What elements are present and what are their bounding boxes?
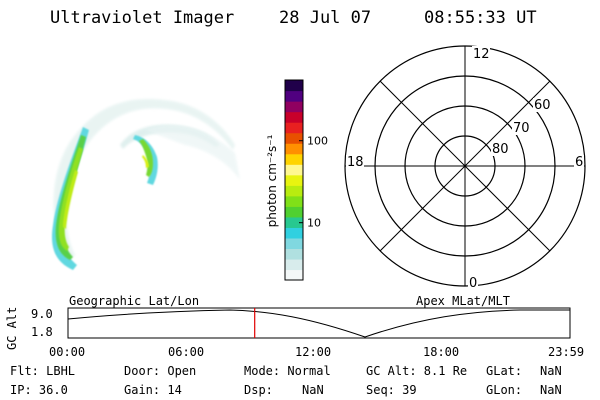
- colorbar: 100 10 photon cm⁻²s⁻¹: [265, 79, 328, 281]
- info-dsp-value: NaN: [302, 383, 324, 397]
- timeline-xtick-0: 00:00: [49, 345, 86, 359]
- instrument-title: Ultraviolet Imager: [50, 8, 235, 28]
- mlt-label-18: 18: [347, 155, 364, 170]
- mlt-label-6: 6: [575, 155, 583, 170]
- colorbar-segment: [285, 216, 303, 228]
- info-gc-alt: GC Alt: 8.1 Re: [366, 364, 468, 378]
- colorbar-segment: [285, 258, 303, 271]
- colorbar-unit-label: photon cm⁻²s⁻¹: [265, 134, 279, 227]
- polar-grid: 12 18 6 0 60 70 80: [344, 45, 586, 291]
- aurora-arc-diffuse: [53, 99, 240, 260]
- colorbar-segment: [285, 111, 303, 123]
- colorbar-gradient: [285, 80, 303, 281]
- info-mode: Mode: Normal: [244, 364, 331, 378]
- timeline-geo-label: Geographic Lat/Lon: [69, 294, 200, 308]
- timeline-apex-label: Apex MLat/MLT: [416, 294, 510, 308]
- timeline-ylabel: GC Alt: [5, 307, 19, 350]
- info-ip: IP: 36.0: [10, 383, 68, 397]
- info-glat-label: GLat:: [486, 364, 523, 378]
- uvi-image: [51, 99, 240, 270]
- timeline-xtick-4: 23:59: [548, 345, 585, 359]
- colorbar-segment: [285, 90, 303, 102]
- colorbar-segment: [285, 122, 303, 134]
- colorbar-segment: [285, 206, 303, 218]
- lat-label-70: 70: [513, 121, 530, 136]
- colorbar-ticks: 100 10: [299, 135, 328, 230]
- info-door: Door: Open: [124, 364, 197, 378]
- colorbar-segment: [285, 227, 303, 239]
- colorbar-segment: [285, 174, 303, 186]
- aurora-arc-right: [133, 135, 158, 185]
- colorbar-segment: [285, 80, 303, 92]
- info-flt: Flt: LBHL: [10, 364, 76, 378]
- timeline-xtick-3: 18:00: [423, 345, 460, 359]
- info-glon-label: GLon:: [486, 383, 523, 397]
- info-glat-value: NaN: [540, 364, 562, 378]
- colorbar-segment: [285, 164, 303, 176]
- colorbar-tick-label: 10: [307, 217, 321, 230]
- info-seq: Seq: 39: [366, 383, 417, 397]
- timeline-xtick-1: 06:00: [168, 345, 205, 359]
- lat-label-80: 80: [492, 142, 509, 157]
- timeline-plot: GC Alt 9.0 1.8: [5, 307, 571, 350]
- timeline-ytick-top: 9.0: [31, 307, 53, 321]
- spoke-diag-b: [379, 80, 551, 252]
- date-label: 28 Jul 07: [279, 8, 372, 28]
- colorbar-segment: [285, 248, 303, 260]
- polar-spokes: [345, 46, 585, 286]
- aurora-arc-left: [51, 127, 89, 270]
- colorbar-tick-label: 100: [307, 135, 328, 148]
- info-gain: Gain: 14: [124, 383, 182, 397]
- timeline-ytick-bottom: 1.8: [31, 325, 53, 339]
- colorbar-segment: [285, 195, 303, 207]
- colorbar-segment: [285, 132, 303, 144]
- info-glon-value: NaN: [540, 383, 562, 397]
- colorbar-segment: [285, 143, 303, 155]
- time-label: 08:55:33 UT: [424, 8, 537, 28]
- mlt-label-0: 0: [469, 276, 477, 291]
- colorbar-segment: [285, 269, 303, 281]
- orbit-altitude-curve: [67, 309, 570, 338]
- timeline-frame: [67, 307, 571, 339]
- lat-label-60: 60: [534, 98, 551, 113]
- mlt-label-12: 12: [473, 47, 490, 62]
- timeline-xtick-2: 12:00: [295, 345, 332, 359]
- colorbar-segment: [285, 153, 303, 165]
- colorbar-segment: [285, 237, 303, 250]
- colorbar-frame: [284, 79, 304, 281]
- info-dsp-label: Dsp:: [244, 383, 273, 397]
- colorbar-segment: [285, 185, 303, 197]
- colorbar-segment: [285, 101, 303, 113]
